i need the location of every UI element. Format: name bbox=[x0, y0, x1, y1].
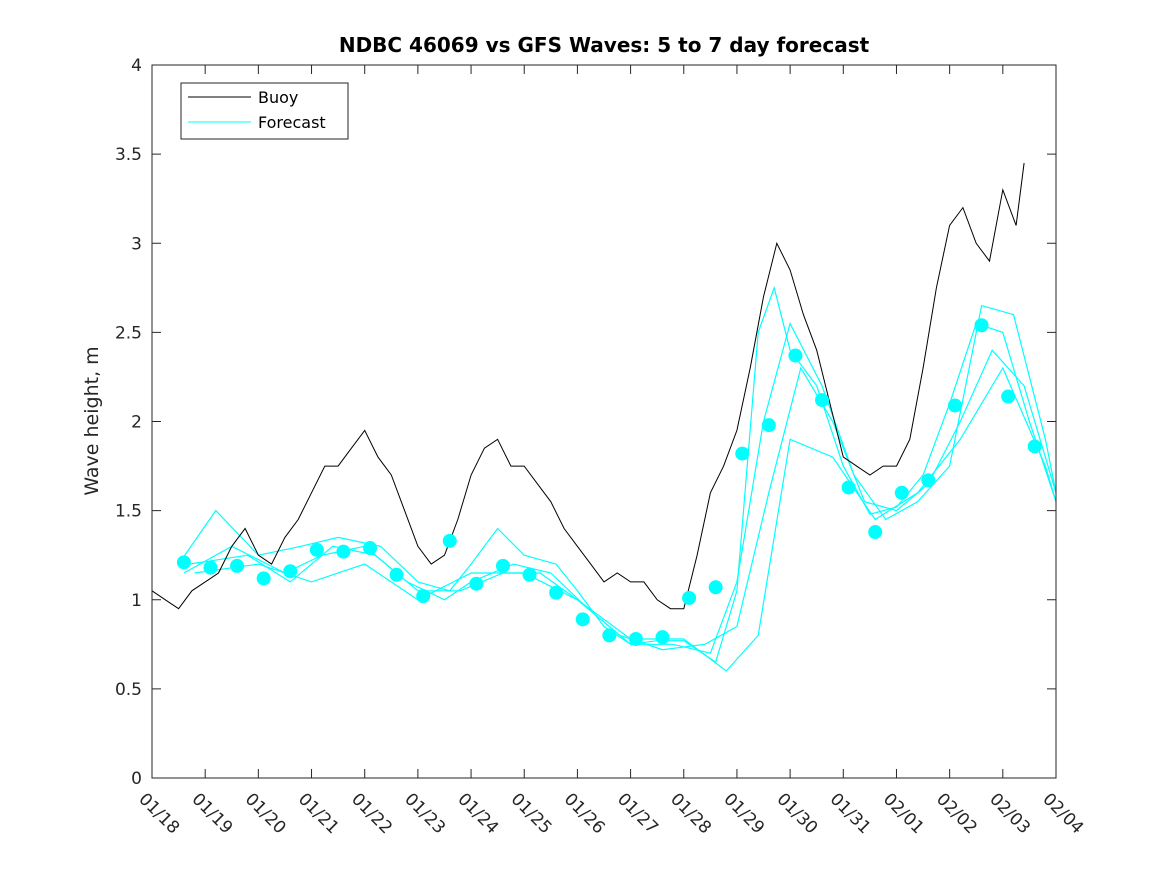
forecast-marker bbox=[628, 631, 643, 646]
forecast-marker bbox=[682, 590, 697, 605]
forecast-marker bbox=[442, 533, 457, 548]
forecast-line-4 bbox=[194, 366, 1057, 672]
y-tick-label: 4 bbox=[131, 56, 142, 76]
y-tick-label: 1 bbox=[131, 591, 142, 611]
legend-forecast-label: Forecast bbox=[258, 113, 326, 132]
forecast-marker bbox=[575, 612, 590, 627]
plot-area bbox=[152, 65, 1056, 778]
forecast-marker bbox=[974, 318, 989, 333]
chart-title: NDBC 46069 vs GFS Waves: 5 to 7 day fore… bbox=[339, 33, 870, 57]
forecast-marker bbox=[1027, 439, 1042, 454]
forecast-marker bbox=[788, 348, 803, 363]
forecast-marker bbox=[602, 628, 617, 643]
forecast-marker bbox=[761, 418, 776, 433]
forecast-marker bbox=[735, 446, 750, 461]
forecast-marker bbox=[495, 558, 510, 573]
forecast-marker bbox=[841, 480, 856, 495]
forecast-marker bbox=[283, 564, 298, 579]
forecast-marker bbox=[389, 567, 404, 582]
y-tick-label: 0 bbox=[131, 769, 142, 789]
y-tick-label: 0.5 bbox=[115, 680, 142, 700]
forecast-marker bbox=[416, 589, 431, 604]
y-tick-label: 2.5 bbox=[115, 323, 142, 343]
forecast-marker bbox=[176, 555, 191, 570]
forecast-marker bbox=[469, 576, 484, 591]
forecast-marker bbox=[947, 398, 962, 413]
forecast-marker bbox=[336, 544, 351, 559]
forecast-marker bbox=[522, 567, 537, 582]
buoy-line bbox=[151, 162, 1025, 610]
y-tick-label: 3 bbox=[131, 234, 142, 254]
forecast-marker bbox=[256, 571, 271, 586]
forecast-marker bbox=[309, 542, 324, 557]
forecast-line-1 bbox=[178, 285, 1057, 664]
forecast-marker bbox=[894, 485, 909, 500]
series-layer bbox=[151, 162, 1057, 672]
legend: Buoy Forecast bbox=[180, 82, 349, 140]
forecast-marker bbox=[1001, 389, 1016, 404]
forecast-marker bbox=[921, 473, 936, 488]
y-tick-label: 2 bbox=[131, 413, 142, 433]
y-tick-label: 3.5 bbox=[115, 145, 142, 165]
forecast-marker bbox=[655, 630, 670, 645]
y-tick-label: 1.5 bbox=[115, 502, 142, 522]
forecast-marker bbox=[815, 393, 830, 408]
y-axis-label: Wave height, m bbox=[81, 346, 103, 495]
legend-box bbox=[180, 82, 349, 140]
forecast-marker bbox=[549, 585, 564, 600]
forecast-marker bbox=[708, 580, 723, 595]
forecast-marker bbox=[203, 560, 218, 575]
legend-buoy-label: Buoy bbox=[258, 88, 298, 107]
forecast-marker bbox=[230, 558, 245, 573]
forecast-marker bbox=[868, 525, 883, 540]
forecast-marker bbox=[363, 541, 378, 556]
